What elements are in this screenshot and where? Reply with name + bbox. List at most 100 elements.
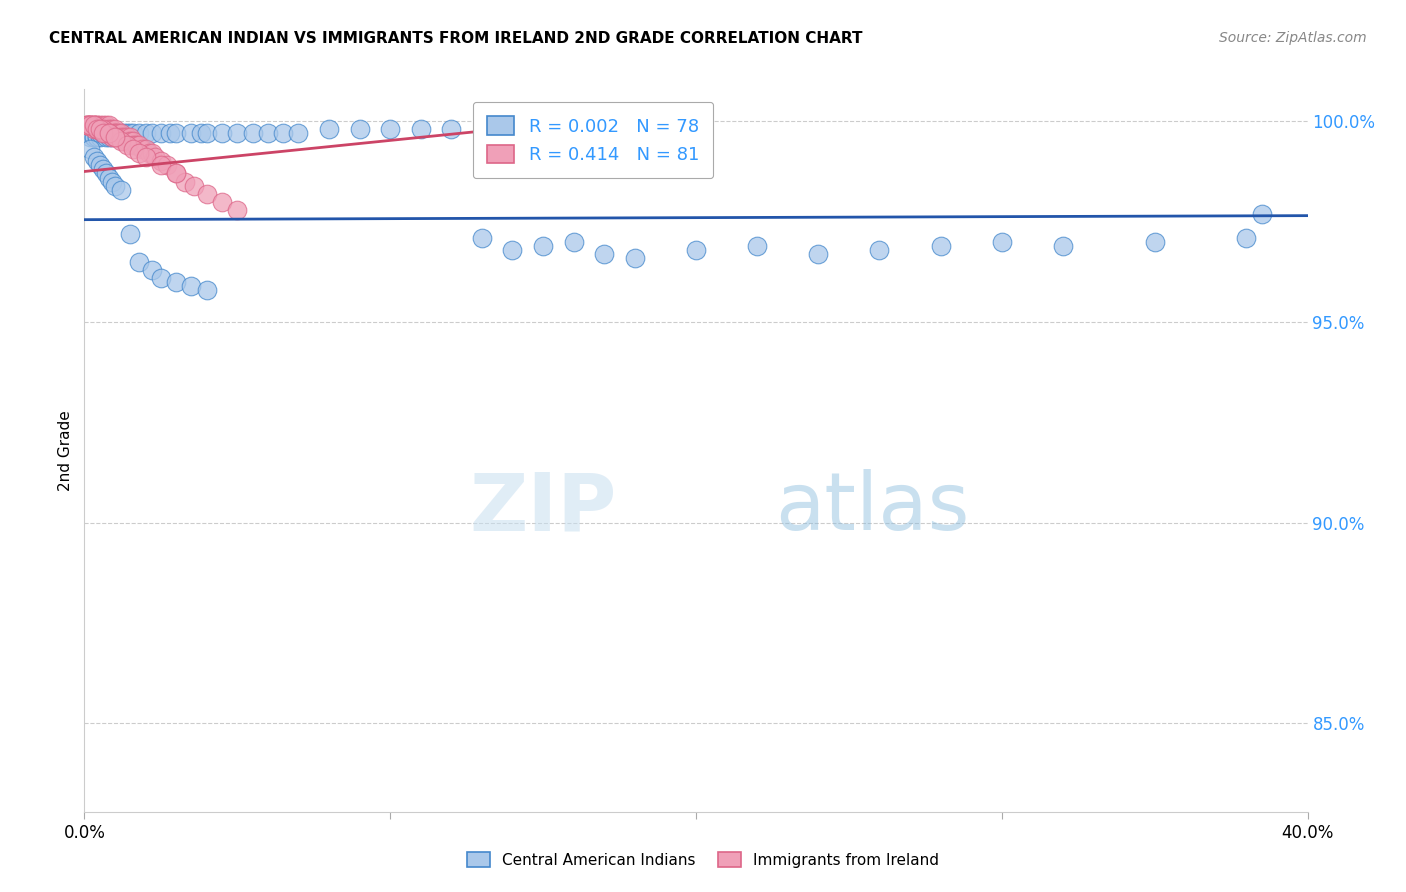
Point <box>149 271 172 285</box>
Text: CENTRAL AMERICAN INDIAN VS IMMIGRANTS FROM IRELAND 2ND GRADE CORRELATION CHART: CENTRAL AMERICAN INDIAN VS IMMIGRANTS FR… <box>49 31 863 46</box>
Point <box>83 119 105 133</box>
Point <box>104 127 127 141</box>
Point <box>94 127 117 141</box>
Point <box>318 122 340 136</box>
Point <box>165 167 187 181</box>
Point <box>593 247 616 261</box>
Point <box>107 127 129 141</box>
Point <box>97 127 120 141</box>
Point <box>79 119 101 133</box>
Point <box>242 127 264 141</box>
Point <box>89 159 111 173</box>
Point <box>94 119 117 133</box>
Point <box>149 127 172 141</box>
Point <box>89 122 111 136</box>
Point <box>165 127 187 141</box>
Point <box>128 146 150 161</box>
Point <box>122 143 145 157</box>
Point <box>115 127 138 141</box>
Point <box>104 127 127 141</box>
Point <box>149 154 172 169</box>
Point <box>120 127 142 141</box>
Point <box>86 122 108 136</box>
Point <box>86 122 108 136</box>
Point <box>141 127 163 141</box>
Point <box>76 119 98 133</box>
Point <box>110 130 132 145</box>
Point <box>143 151 166 165</box>
Point <box>83 130 105 145</box>
Point <box>79 130 101 145</box>
Point <box>104 130 127 145</box>
Y-axis label: 2nd Grade: 2nd Grade <box>58 410 73 491</box>
Point <box>101 175 124 189</box>
Point <box>409 122 432 136</box>
Point <box>104 130 127 145</box>
Text: ZIP: ZIP <box>470 469 616 548</box>
Point <box>271 127 294 141</box>
Point <box>138 146 160 161</box>
Point <box>165 167 187 181</box>
Point <box>226 127 249 141</box>
Point <box>120 227 142 241</box>
Point <box>83 119 105 133</box>
Point <box>89 119 111 133</box>
Point <box>86 130 108 145</box>
Point <box>97 130 120 145</box>
Point <box>79 119 101 133</box>
Point <box>380 122 402 136</box>
Point <box>110 135 132 149</box>
Point <box>86 154 108 169</box>
Point <box>101 122 124 136</box>
Point <box>929 239 952 253</box>
Point <box>83 130 105 145</box>
Point <box>86 130 108 145</box>
Point <box>89 122 111 136</box>
Point <box>104 127 127 141</box>
Point <box>91 122 114 136</box>
Point <box>110 127 132 141</box>
Point <box>83 119 105 133</box>
Point <box>91 162 114 177</box>
Point <box>120 130 142 145</box>
Point <box>86 119 108 133</box>
Point <box>79 127 101 141</box>
Point <box>122 138 145 153</box>
Point <box>195 283 218 297</box>
Point <box>149 159 172 173</box>
Point <box>86 119 108 133</box>
Point <box>141 146 163 161</box>
Point <box>76 119 98 133</box>
Point <box>685 243 707 257</box>
Point <box>195 127 218 141</box>
Point <box>624 251 647 265</box>
Point <box>97 127 120 141</box>
Point <box>211 194 233 209</box>
Point <box>94 127 117 141</box>
Point <box>440 122 463 136</box>
Point <box>107 127 129 141</box>
Point <box>141 263 163 277</box>
Point <box>195 186 218 201</box>
Point <box>83 122 105 136</box>
Point <box>86 122 108 136</box>
Point <box>79 143 101 157</box>
Point <box>1250 207 1272 221</box>
Point <box>112 127 135 141</box>
Point <box>257 127 280 141</box>
Point <box>349 122 371 136</box>
Point <box>1052 239 1074 253</box>
Point <box>101 130 124 145</box>
Point <box>120 135 142 149</box>
Point <box>128 127 150 141</box>
Point <box>128 255 150 269</box>
Point <box>76 119 98 133</box>
Point <box>112 130 135 145</box>
Point <box>91 127 114 141</box>
Point <box>89 130 111 145</box>
Point <box>115 135 138 149</box>
Legend: R = 0.002   N = 78, R = 0.414   N = 81: R = 0.002 N = 78, R = 0.414 N = 81 <box>472 102 713 178</box>
Point <box>135 151 157 165</box>
Point <box>1143 235 1166 249</box>
Point <box>110 127 132 141</box>
